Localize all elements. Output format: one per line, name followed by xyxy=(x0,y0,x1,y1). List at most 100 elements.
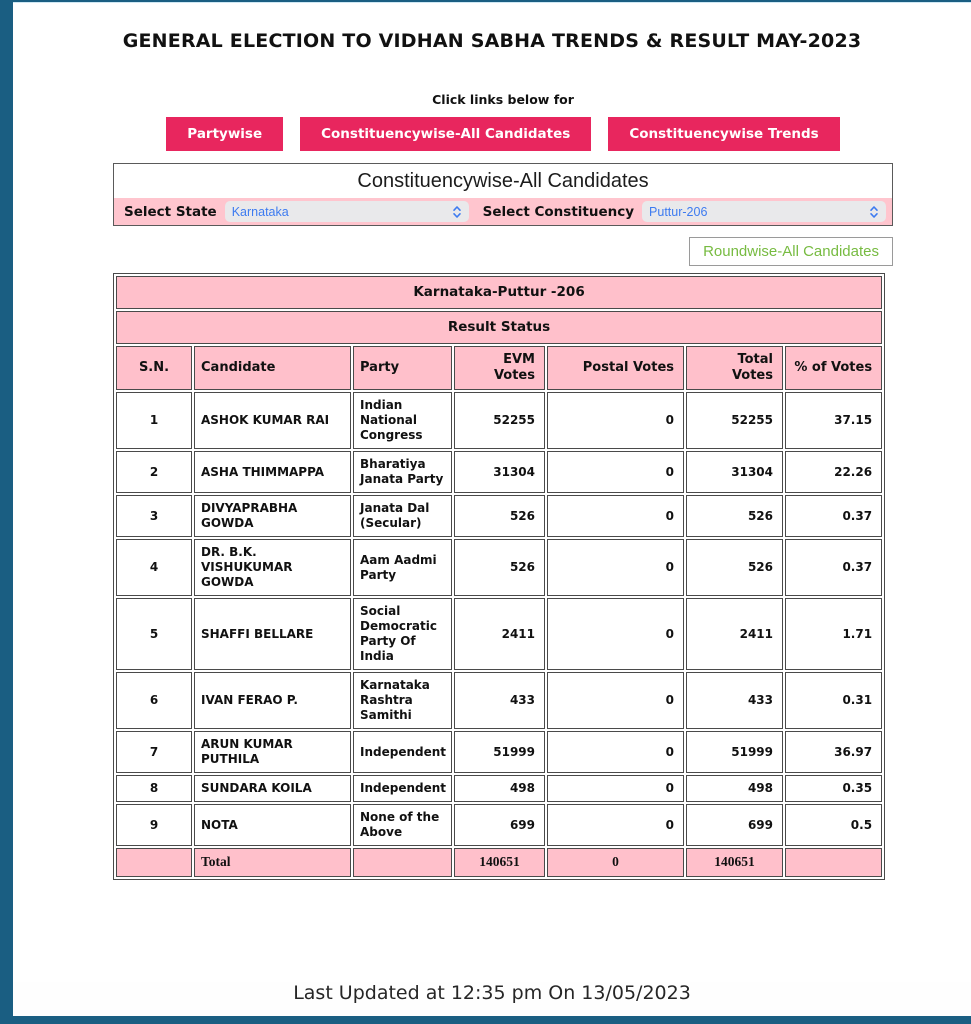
col-header-postal-votes: Postal Votes xyxy=(547,345,684,391)
chevron-updown-icon xyxy=(452,205,461,218)
evm-votes-cell: 699 xyxy=(454,804,545,847)
sn-cell: 1 xyxy=(116,392,192,450)
total-evm-votes-cell: 140651 xyxy=(454,848,545,878)
candidate-cell: ARUN KUMAR PUTHILA xyxy=(194,731,351,774)
table-row: 9 NOTA None of the Above 699 0 699 0.5 xyxy=(116,804,883,847)
table-subtitle: Result Status xyxy=(116,310,883,344)
last-updated-text: Last Updated at 12:35 pm On 13/05/2023 xyxy=(293,982,691,1004)
table-row: 4 DR. B.K. VISHUKUMAR GOWDA Aam Aadmi Part… xyxy=(116,539,883,597)
candidate-cell: NOTA xyxy=(194,804,351,847)
sn-cell: 3 xyxy=(116,495,192,538)
total-postal-votes-cell: 0 xyxy=(547,848,684,878)
percent-votes-cell: 22.26 xyxy=(785,451,883,494)
evm-votes-cell: 526 xyxy=(454,495,545,538)
sn-cell: 6 xyxy=(116,672,192,730)
sn-cell: 9 xyxy=(116,804,192,847)
sn-cell: 8 xyxy=(116,775,192,803)
sn-cell: 2 xyxy=(116,451,192,494)
party-cell: Karnataka Rashtra Samithi xyxy=(353,672,452,730)
percent-votes-cell: 1.71 xyxy=(785,598,883,671)
sn-cell: 5 xyxy=(116,598,192,671)
col-header-sn: S.N. xyxy=(116,345,192,391)
roundwise-all-candidates-button[interactable]: Roundwise-All Candidates xyxy=(689,237,893,266)
evm-votes-cell: 52255 xyxy=(454,392,545,450)
percent-votes-cell: 0.35 xyxy=(785,775,883,803)
party-cell: Independent xyxy=(353,731,452,774)
party-cell: None of the Above xyxy=(353,804,452,847)
total-votes-cell: 2411 xyxy=(686,598,783,671)
evm-votes-cell: 31304 xyxy=(454,451,545,494)
partywise-button[interactable]: Partywise xyxy=(166,117,284,151)
party-cell: Aam Aadmi Party xyxy=(353,539,452,597)
party-cell: Indian National Congress xyxy=(353,392,452,450)
postal-votes-cell: 0 xyxy=(547,775,684,803)
page-border-bottom xyxy=(0,1016,971,1024)
total-votes-cell: 699 xyxy=(686,804,783,847)
col-header-party: Party xyxy=(353,345,452,391)
constituency-select-value: Puttur-206 xyxy=(649,204,708,219)
candidate-cell: ASHA THIMMAPPA xyxy=(194,451,351,494)
col-header-evm-votes: EVM Votes xyxy=(454,345,545,391)
postal-votes-cell: 0 xyxy=(547,495,684,538)
postal-votes-cell: 0 xyxy=(547,392,684,450)
postal-votes-cell: 0 xyxy=(547,539,684,597)
state-select-value: Karnataka xyxy=(231,204,289,219)
table-row: 8 SUNDARA KOILA Independent 498 0 498 0.35 xyxy=(116,775,883,803)
table-row: 7 ARUN KUMAR PUTHILA Independent 51999 0 5199… xyxy=(116,731,883,774)
percent-votes-cell: 37.15 xyxy=(785,392,883,450)
evm-votes-cell: 2411 xyxy=(454,598,545,671)
postal-votes-cell: 0 xyxy=(547,451,684,494)
constituencywise-all-candidates-button[interactable]: Constituencywise-All Candidates xyxy=(300,117,592,151)
col-header-total-votes: Total Votes xyxy=(686,345,783,391)
candidate-cell: DR. B.K. VISHUKUMAR GOWDA xyxy=(194,539,351,597)
total-votes-cell: 51999 xyxy=(686,731,783,774)
total-votes-cell: 52255 xyxy=(686,392,783,450)
percent-votes-cell: 0.37 xyxy=(785,539,883,597)
total-row: Total 140651 0 140651 xyxy=(116,848,883,878)
percent-votes-cell: 0.37 xyxy=(785,495,883,538)
percent-votes-cell: 36.97 xyxy=(785,731,883,774)
percent-votes-cell: 0.5 xyxy=(785,804,883,847)
postal-votes-cell: 0 xyxy=(547,598,684,671)
total-votes-cell: 526 xyxy=(686,495,783,538)
chevron-updown-icon xyxy=(870,205,878,218)
candidate-cell: ASHOK KUMAR RAI xyxy=(194,392,351,450)
page-content: GENERAL ELECTION TO VIDHAN SABHA TRENDS … xyxy=(13,3,971,881)
evm-votes-cell: 526 xyxy=(454,539,545,597)
result-table: Karnataka-Puttur -206 Result Status S.N.… xyxy=(113,273,886,881)
table-row: 3 DIVYAPRABHA GOWDA Janata Dal (Secular) 52… xyxy=(116,495,883,538)
total-votes-cell: 498 xyxy=(686,775,783,803)
total-sn-cell xyxy=(116,848,192,878)
total-votes-cell: 31304 xyxy=(686,451,783,494)
total-percent-cell xyxy=(785,848,883,878)
total-votes-cell: 140651 xyxy=(686,848,783,878)
evm-votes-cell: 498 xyxy=(454,775,545,803)
total-label-cell: Total xyxy=(194,848,351,878)
party-cell: Janata Dal (Secular) xyxy=(353,495,452,538)
table-row: 1 ASHOK KUMAR RAI Indian National Congress… xyxy=(116,392,883,450)
col-header-percent-votes: % of Votes xyxy=(785,345,883,391)
state-select[interactable]: Karnataka xyxy=(224,201,469,222)
sn-cell: 4 xyxy=(116,539,192,597)
candidate-cell: SHAFFI BELLARE xyxy=(194,598,351,671)
selector-panel: Constituencywise-All Candidates Select S… xyxy=(113,163,893,226)
total-votes-cell: 526 xyxy=(686,539,783,597)
candidate-cell: SUNDARA KOILA xyxy=(194,775,351,803)
candidate-cell: DIVYAPRABHA GOWDA xyxy=(194,495,351,538)
party-cell: Independent xyxy=(353,775,452,803)
table-header-row: S.N. Candidate Party EVM Votes Postal Votes T… xyxy=(116,345,883,391)
select-state-label: Select State xyxy=(124,203,217,220)
party-cell: Social Democratic Party Of India xyxy=(353,598,452,671)
party-cell: Bharatiya Janata Party xyxy=(353,451,452,494)
constituencywise-trends-button[interactable]: Constituencywise Trends xyxy=(608,117,840,151)
selector-row: Select State Karnataka Select Constituen… xyxy=(114,198,892,225)
percent-votes-cell: 0.31 xyxy=(785,672,883,730)
total-votes-cell: 433 xyxy=(686,672,783,730)
select-constituency-label: Select Constituency xyxy=(482,203,635,220)
sn-cell: 7 xyxy=(116,731,192,774)
constituency-select[interactable]: Puttur-206 xyxy=(642,201,886,222)
col-header-candidate: Candidate xyxy=(194,345,351,391)
table-row: 2 ASHA THIMMAPPA Bharatiya Janata Party 313… xyxy=(116,451,883,494)
page-title: GENERAL ELECTION TO VIDHAN SABHA TRENDS … xyxy=(122,30,862,52)
footer: Last Updated at 12:35 pm On 13/05/2023 xyxy=(13,982,971,1016)
